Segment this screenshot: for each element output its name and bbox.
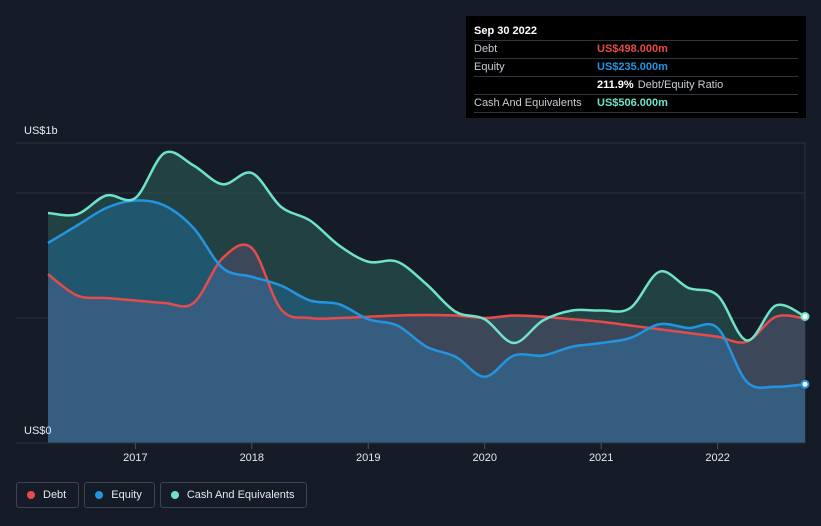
legend-label-equity: Equity: [111, 489, 142, 501]
tooltip-ratio-label: Debt/Equity Ratio: [637, 79, 724, 91]
data-tooltip: Sep 30 2022 Debt US$498.000m Equity US$2…: [466, 16, 806, 118]
x-tick-label-2019: 2019: [356, 452, 380, 464]
tooltip-cash-label: Cash And Equivalents: [474, 97, 582, 109]
x-tick-label-2022: 2022: [705, 452, 729, 464]
tooltip-equity-row: Equity US$235.000m: [474, 58, 798, 76]
legend-dot-debt: [27, 491, 35, 499]
chart-legend: Debt Equity Cash And Equivalents: [16, 482, 308, 508]
y-axis-zero-label: US$0: [24, 425, 52, 437]
chart-areas: [48, 151, 805, 443]
tooltip-cash-value: US$506.000m: [597, 97, 668, 109]
x-tick-label-2021: 2021: [589, 452, 613, 464]
legend-dot-equity: [95, 491, 104, 499]
tooltip-debt-label: Debt: [474, 43, 498, 55]
tooltip-ratio-spacer: [474, 77, 597, 94]
x-tick-label-2017: 2017: [123, 452, 147, 464]
tooltip-debt-value: US$498.000m: [597, 43, 668, 55]
tooltip-cash-row: Cash And Equivalents US$506.000m: [474, 94, 798, 113]
x-tick-label-2018: 2018: [240, 452, 264, 464]
legend-item-equity[interactable]: Equity: [84, 482, 155, 508]
legend-label-cash: Cash And Equivalents: [186, 489, 295, 501]
y-axis-max-label: US$1b: [24, 125, 58, 137]
legend-dot-cash: [170, 491, 179, 499]
tooltip-date: Sep 30 2022: [474, 25, 537, 37]
tooltip-equity-label: Equity: [474, 61, 505, 73]
tooltip-debt-row: Debt US$498.000m: [474, 40, 798, 58]
equity-end-marker: [800, 379, 810, 389]
legend-item-debt[interactable]: Debt: [16, 482, 80, 508]
legend-label-debt: Debt: [43, 489, 67, 501]
chart-lines: [47, 150, 806, 390]
debt-series-line: [47, 243, 806, 344]
legend-item-cash[interactable]: Cash And Equivalents: [159, 482, 308, 508]
debt-area-fill: [48, 244, 805, 443]
x-axis: 2017 2018 2019 2020 2021 2022: [16, 442, 805, 464]
equity-series-line: [47, 199, 806, 390]
cash-series-line: [47, 150, 806, 345]
cash-end-marker: [800, 312, 810, 321]
tooltip-equity-value: US$235.000m: [597, 61, 668, 73]
x-tick-label-2020: 2020: [472, 452, 496, 464]
chart-end-markers: [800, 312, 810, 389]
tooltip-ratio-value: 211.9%: [597, 79, 634, 91]
tooltip-ratio-row: 211.9% Debt/Equity Ratio: [474, 76, 798, 94]
equity-area-fill: [48, 200, 805, 443]
